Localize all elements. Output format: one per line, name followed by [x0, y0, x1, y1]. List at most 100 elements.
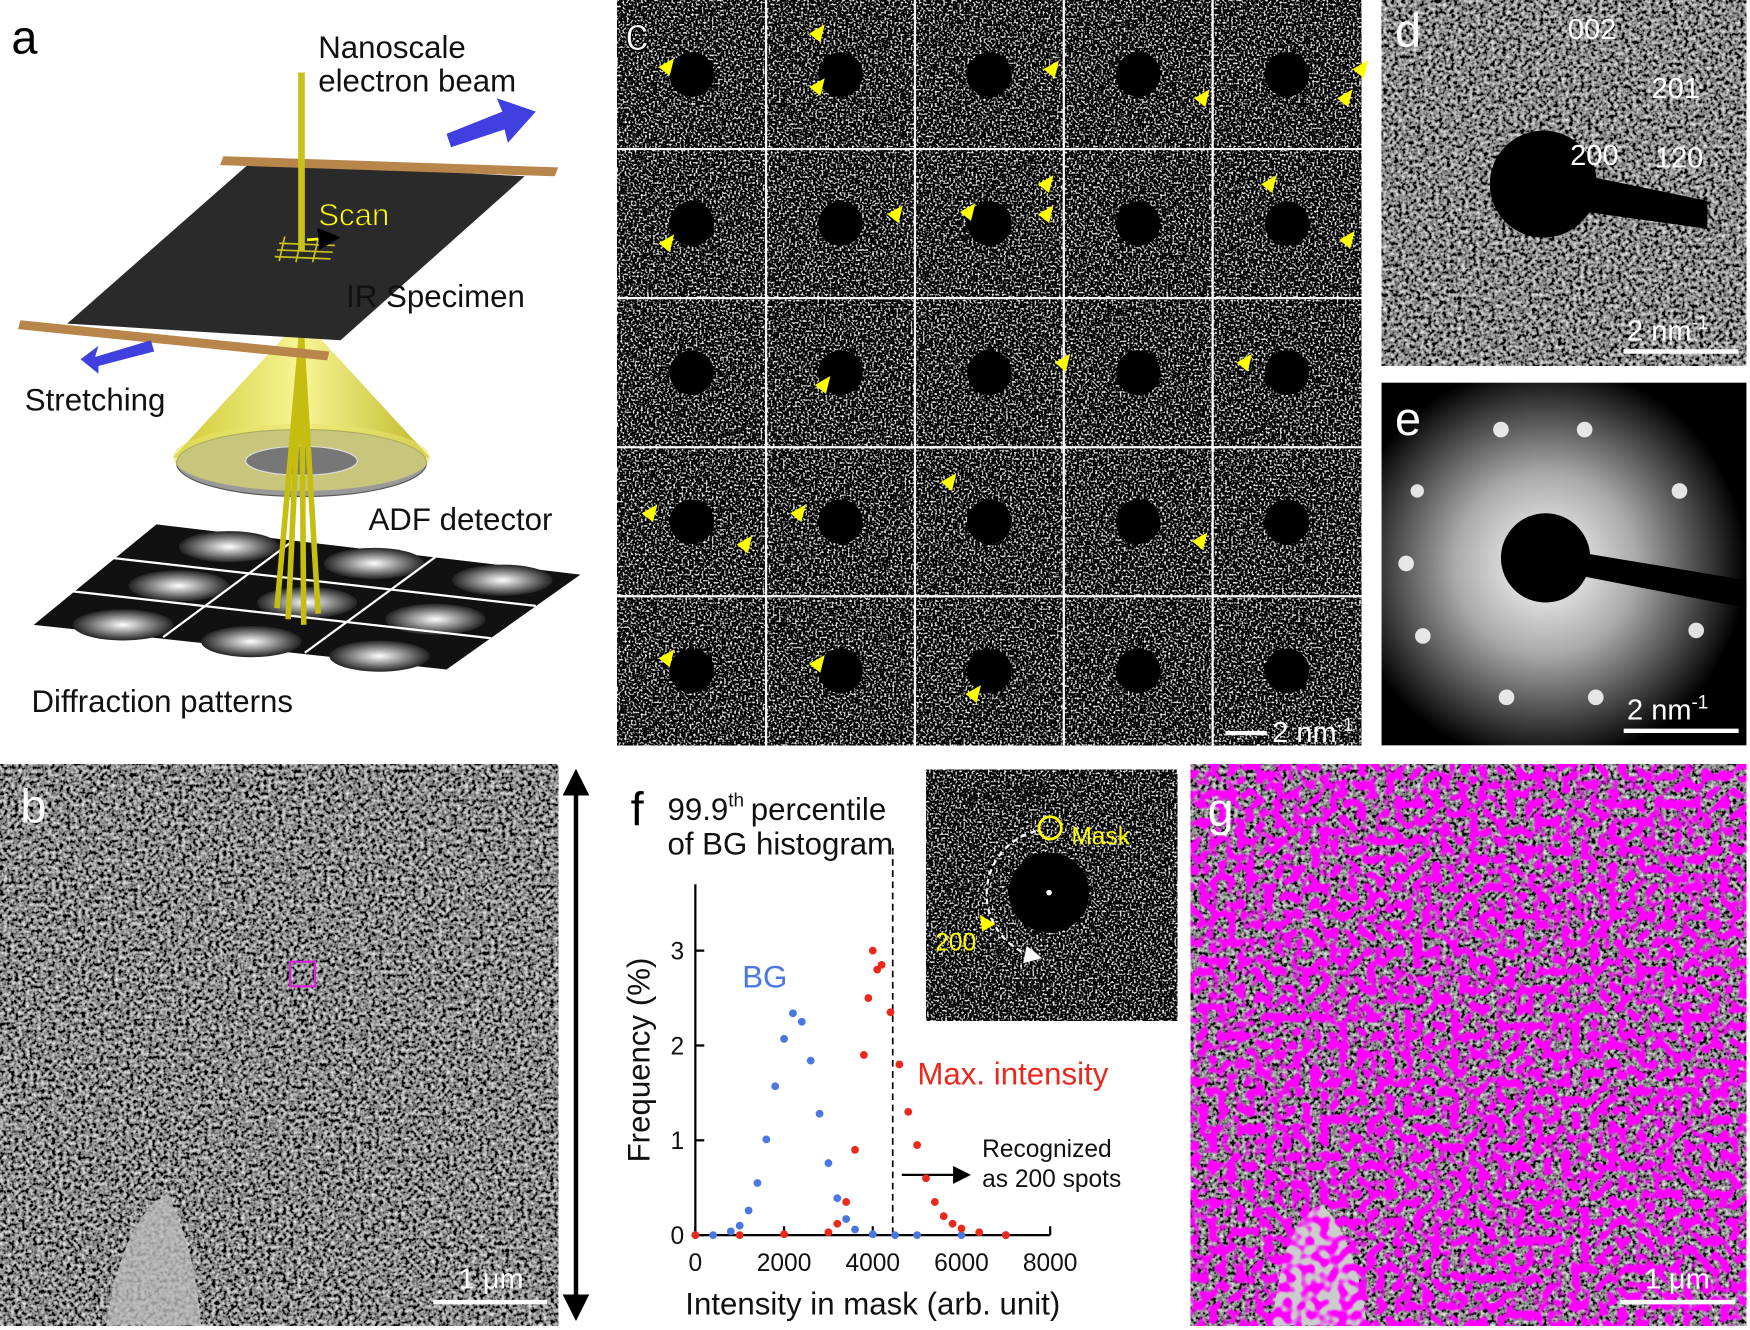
x-tick-label: 0 [689, 1250, 703, 1277]
y-tick-label: 2 [671, 1033, 685, 1060]
arrowhead [1236, 353, 1253, 372]
point [691, 1231, 700, 1240]
point [913, 1141, 922, 1149]
scale-text: 2 nm [1272, 717, 1336, 749]
beam-stop [669, 350, 714, 395]
point [891, 1231, 899, 1240]
point [868, 946, 877, 955]
beam-stop [669, 52, 714, 97]
scale-sup: -1 [1692, 313, 1709, 334]
series-label: BG [742, 959, 787, 994]
beam-stop [1115, 350, 1161, 395]
point [771, 1082, 780, 1091]
arrowhead [1043, 60, 1060, 79]
detector-label: ADF detector [368, 502, 552, 537]
point [939, 1212, 948, 1221]
beam-stop [1264, 201, 1310, 246]
chart-title: 99.9th percentile [667, 791, 886, 827]
y-tick-label: 3 [671, 939, 685, 966]
arrowhead [959, 203, 976, 221]
panel-label: c [625, 8, 648, 60]
point [851, 1145, 859, 1154]
beam-stop [818, 201, 863, 246]
panel-label: a [11, 12, 38, 64]
panel-label: b [20, 780, 46, 832]
arrowhead [1054, 353, 1071, 372]
beam-stop [1264, 52, 1310, 97]
y-tick-label: 0 [671, 1223, 685, 1250]
arrowhead [809, 654, 825, 673]
scale-bar-label: 1 μm [1645, 1264, 1710, 1296]
annotation: as 200 spots [982, 1166, 1121, 1193]
point [957, 1224, 966, 1233]
arrowhead [1336, 89, 1353, 108]
beam-stop [818, 52, 863, 97]
beam-stop [818, 648, 863, 694]
title-number: 99.9 [667, 792, 728, 827]
scale-bar-label: 1 μm [459, 1264, 524, 1296]
inset-label: 200 [935, 930, 976, 957]
arrowhead [1261, 175, 1277, 194]
panel-g: g 1 μm [1190, 764, 1747, 1326]
beam-stop [967, 52, 1012, 97]
arrowhead [790, 504, 806, 523]
arrowhead [965, 685, 981, 703]
x-tick-label: 8000 [1023, 1250, 1078, 1277]
arrowhead [658, 234, 675, 253]
beam-stop [669, 648, 714, 694]
arrowhead [940, 473, 957, 491]
arrowhead [814, 376, 831, 394]
x-axis-label: Intensity in mask (arb. unit) [685, 1286, 1060, 1321]
point [913, 1231, 922, 1240]
scan-label: Scan [318, 197, 389, 232]
beam-stop [967, 350, 1012, 395]
arrowhead [887, 205, 903, 224]
point [762, 1135, 771, 1144]
point [1001, 1231, 1010, 1240]
beam-stop [1115, 499, 1161, 545]
point [922, 1174, 930, 1183]
point [864, 994, 873, 1002]
scale-bar-label: 2 nm-1 [1627, 313, 1708, 347]
x-tick-label: 4000 [845, 1250, 900, 1277]
beam-label: electron beam [318, 63, 516, 98]
panel-f: f 99.9th percentile of BG histogram Frequ… [622, 769, 1178, 1321]
inset-label: 0° [946, 879, 969, 906]
annotation: Recognized [982, 1136, 1112, 1163]
point [824, 1228, 833, 1237]
arrowhead [641, 504, 658, 523]
point [753, 1179, 762, 1187]
beam-stop [1115, 201, 1161, 246]
inset-label: φ = -90° [962, 782, 1051, 809]
point [877, 960, 886, 969]
arrowhead [1194, 89, 1210, 108]
point [842, 1198, 851, 1206]
point [833, 1194, 842, 1203]
arrowhead [658, 58, 675, 76]
panel-label: d [1395, 5, 1421, 57]
x-tick-label: 2000 [757, 1250, 812, 1277]
beam-stop [818, 350, 863, 395]
point [930, 1198, 939, 1206]
arrowhead [1037, 175, 1054, 194]
point [735, 1221, 744, 1230]
specimen-label: IR Specimen [346, 279, 525, 314]
chart-title: of BG histogram [667, 827, 893, 862]
arrowhead [1352, 60, 1369, 79]
beam-stop [1115, 52, 1161, 97]
y-axis-label: Frequency (%) [622, 958, 657, 1163]
beam-stop [967, 648, 1012, 694]
beam-stop [818, 499, 863, 545]
point [975, 1228, 984, 1237]
scale-sup: -1 [1692, 693, 1709, 714]
scale-sup: -1 [1337, 715, 1354, 736]
beam-stop [967, 499, 1012, 545]
panel-c: c 2 nm-1 [617, 0, 1369, 749]
point [851, 1225, 859, 1234]
beam-stop [1264, 350, 1310, 395]
point [780, 1230, 788, 1239]
spot-label: 002 [1568, 14, 1616, 46]
panel-label: f [631, 784, 645, 836]
point [726, 1227, 735, 1236]
